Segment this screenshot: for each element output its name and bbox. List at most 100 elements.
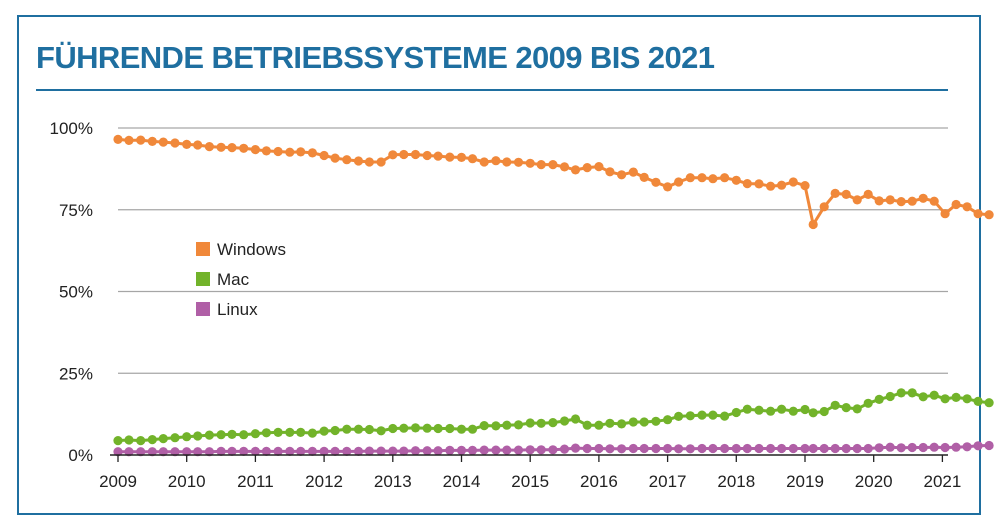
data-point-linux — [808, 443, 818, 454]
data-point-linux — [617, 444, 627, 454]
data-point-mac — [697, 410, 707, 420]
data-point-mac — [808, 408, 818, 418]
data-point-windows — [330, 153, 340, 163]
data-point-linux — [984, 440, 994, 451]
x-tick-label: 2011 — [237, 472, 274, 491]
y-tick-label: 0% — [68, 446, 93, 465]
data-point-linux — [193, 447, 203, 457]
data-point-linux — [285, 446, 295, 456]
data-point-mac — [570, 414, 581, 424]
data-point-mac — [147, 435, 157, 445]
data-point-mac — [651, 416, 661, 426]
data-point-mac — [929, 390, 939, 400]
data-point-windows — [907, 196, 917, 206]
data-point-mac — [376, 426, 386, 436]
data-point-windows — [456, 152, 467, 162]
data-point-mac — [819, 406, 829, 417]
x-tick-label: 2010 — [168, 472, 206, 491]
data-point-windows — [830, 188, 840, 198]
data-point-linux — [929, 442, 939, 452]
data-point-linux — [800, 443, 810, 454]
data-point-linux — [422, 446, 432, 456]
data-point-linux — [204, 447, 214, 457]
data-point-windows — [885, 195, 895, 205]
data-point-windows — [353, 156, 364, 166]
data-point-linux — [639, 443, 649, 454]
data-point-mac — [250, 429, 260, 439]
data-point-windows — [777, 180, 787, 190]
data-point-linux — [548, 445, 558, 455]
x-tick-label: 2009 — [99, 472, 137, 491]
data-point-linux — [685, 444, 695, 454]
data-point-windows — [651, 177, 661, 187]
data-point-windows — [548, 160, 558, 170]
data-point-windows — [594, 162, 604, 172]
data-point-windows — [273, 146, 283, 157]
data-point-windows — [708, 174, 718, 184]
data-point-mac — [261, 428, 271, 438]
data-point-linux — [319, 446, 329, 456]
data-point-mac — [777, 404, 787, 414]
data-point-mac — [874, 394, 884, 404]
data-point-linux — [376, 446, 386, 456]
data-point-linux — [182, 447, 192, 457]
data-point-windows — [285, 147, 295, 157]
data-point-linux — [136, 447, 146, 457]
data-point-windows — [697, 173, 707, 183]
data-point-linux — [628, 443, 638, 454]
x-tick-label: 2013 — [374, 472, 412, 491]
data-point-mac — [896, 388, 906, 398]
data-point-linux — [605, 444, 615, 454]
data-point-mac — [918, 392, 928, 402]
data-point-linux — [467, 445, 478, 455]
data-point-mac — [467, 424, 478, 434]
data-point-mac — [158, 434, 168, 444]
data-point-mac — [445, 423, 455, 434]
data-point-windows — [502, 157, 512, 167]
data-point-linux — [559, 444, 570, 454]
data-point-mac — [800, 404, 810, 415]
data-point-mac — [491, 421, 501, 431]
data-point-windows — [136, 135, 146, 145]
data-point-windows — [962, 202, 972, 212]
data-point-linux — [651, 443, 661, 454]
data-point-windows — [754, 179, 764, 189]
data-point-mac — [422, 423, 432, 433]
data-point-mac — [353, 424, 364, 434]
data-point-linux — [239, 446, 249, 456]
data-point-linux — [147, 447, 157, 457]
data-point-windows — [918, 193, 928, 203]
data-point-linux — [307, 446, 317, 456]
data-point-mac — [433, 423, 443, 434]
data-point-windows — [319, 150, 329, 161]
data-point-linux — [330, 446, 340, 456]
x-tick-label: 2018 — [717, 472, 755, 491]
data-point-mac — [754, 405, 764, 415]
data-point-windows — [852, 195, 862, 205]
y-tick-label: 100% — [50, 119, 93, 138]
data-point-windows — [973, 209, 983, 219]
data-point-linux — [819, 443, 829, 454]
data-point-mac — [285, 427, 295, 437]
data-point-windows — [513, 157, 524, 167]
data-point-windows — [113, 134, 123, 144]
data-point-mac — [342, 424, 352, 434]
data-point-windows — [227, 143, 237, 153]
x-tick-label: 2016 — [580, 472, 618, 491]
y-tick-label: 75% — [59, 201, 93, 220]
legend-swatch-linux — [196, 302, 210, 316]
data-point-mac — [731, 407, 741, 418]
data-point-windows — [342, 155, 352, 165]
data-point-windows — [410, 149, 421, 160]
data-point-mac — [193, 431, 203, 441]
data-point-linux — [342, 446, 352, 456]
data-point-mac — [766, 406, 776, 416]
data-point-windows — [819, 202, 829, 212]
data-point-mac — [852, 404, 862, 414]
data-point-windows — [182, 139, 192, 149]
data-point-mac — [364, 424, 374, 435]
data-point-mac — [628, 417, 638, 427]
data-point-windows — [685, 173, 695, 183]
series-line-windows — [117, 137, 990, 226]
data-point-mac — [973, 396, 983, 406]
